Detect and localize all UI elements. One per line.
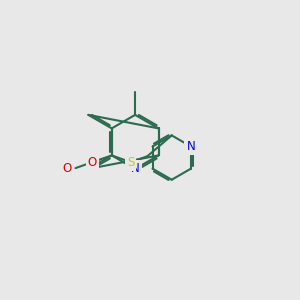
Text: S: S: [127, 156, 134, 169]
Text: O: O: [88, 156, 97, 169]
Text: N: N: [187, 140, 195, 153]
Text: O: O: [62, 162, 71, 175]
Text: N: N: [131, 162, 140, 176]
